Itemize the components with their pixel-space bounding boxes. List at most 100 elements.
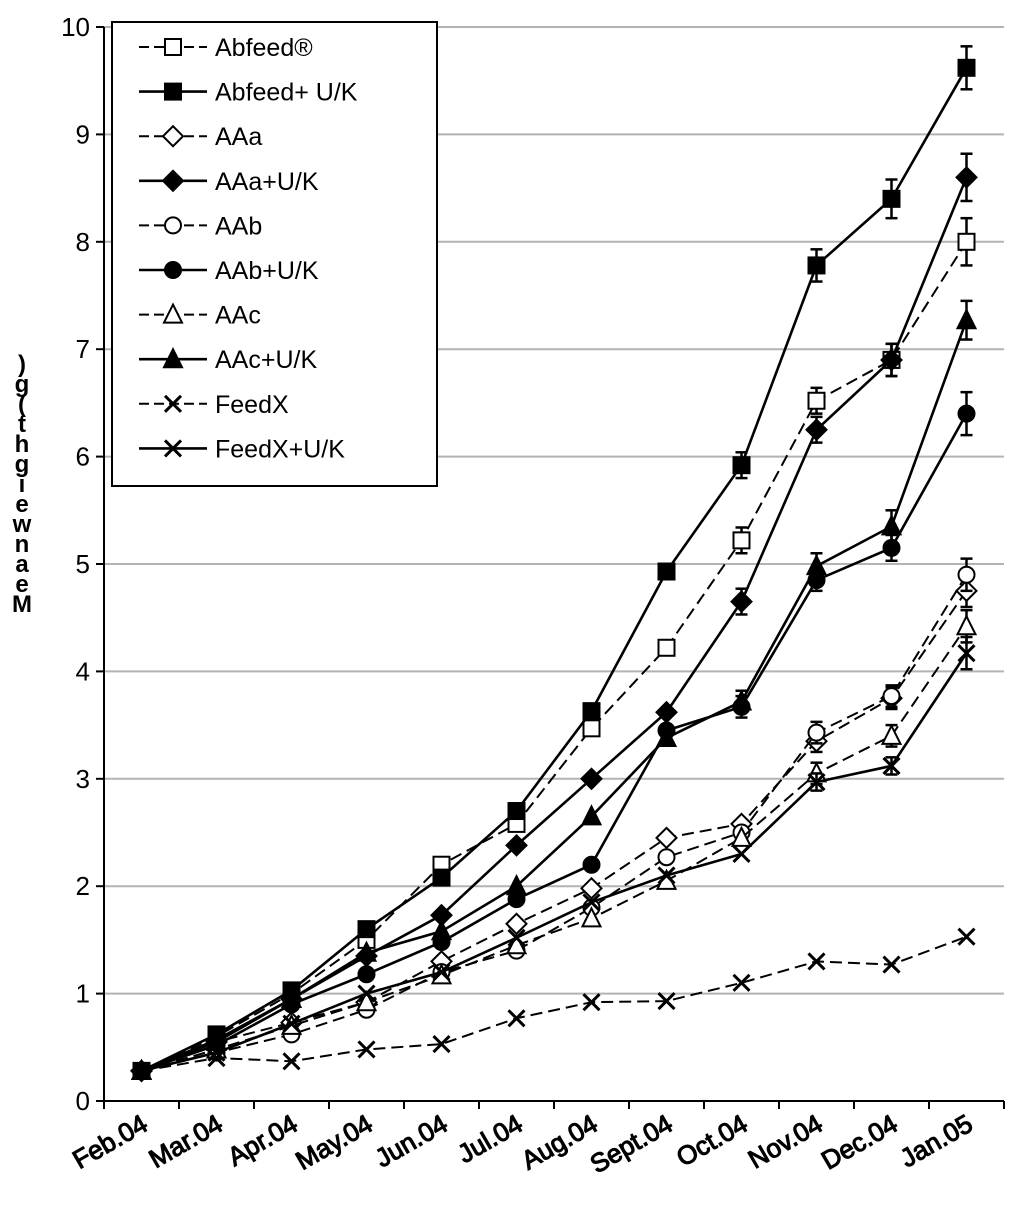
data-point <box>507 928 526 947</box>
series-line <box>141 413 968 1073</box>
data-point <box>355 940 378 962</box>
y-tick-label: 1 <box>76 979 90 1009</box>
data-point <box>807 772 826 792</box>
data-point <box>732 531 751 550</box>
y-tick-label: 6 <box>76 442 90 472</box>
legend-item: Abfeed+ U/K <box>139 79 358 107</box>
y-axis-label-char: g <box>15 451 30 478</box>
data-point <box>732 844 751 864</box>
legend-label: AAb <box>215 212 262 240</box>
legend-marker <box>162 302 184 324</box>
legend-marker <box>161 169 185 193</box>
data-point <box>580 804 603 826</box>
y-axis-label-char: e <box>15 571 28 598</box>
legend-marker <box>161 124 185 148</box>
legend: Abfeed® Abfeed+ U/K AAa AAa+U/K AAb AAb+U/K AA… <box>111 21 438 487</box>
series-4 <box>132 557 976 1080</box>
data-point <box>582 702 601 721</box>
y-tick-label: 3 <box>76 764 90 794</box>
data-point <box>507 1009 526 1028</box>
data-point <box>207 1043 226 1062</box>
data-point <box>730 590 753 614</box>
legend-label: Abfeed® <box>215 34 313 62</box>
x-tick-label: Aug.04 <box>516 1108 602 1175</box>
series-8 <box>132 927 976 1080</box>
y-axis-label-char: h <box>15 431 30 458</box>
data-point <box>132 1061 151 1080</box>
data-point <box>957 404 976 423</box>
series-line <box>141 241 968 1072</box>
data-point <box>657 638 676 657</box>
series-line <box>141 319 968 1073</box>
x-tick-label: Jan.05 <box>895 1108 978 1173</box>
data-point <box>205 1029 228 1051</box>
legend-label: FeedX <box>215 391 289 419</box>
data-point <box>582 855 601 874</box>
legend-label: AAb+U/K <box>215 257 319 285</box>
data-point <box>882 189 901 208</box>
data-point <box>507 802 526 821</box>
y-tick-label: 10 <box>61 12 90 42</box>
data-point <box>580 906 603 928</box>
x-tick-label: Sept.04 <box>585 1108 678 1179</box>
legend-marker <box>163 439 183 458</box>
series-group <box>130 45 978 1083</box>
data-point <box>957 232 976 251</box>
y-axis-label-char: M <box>12 591 32 618</box>
series-9 <box>132 635 976 1080</box>
data-point <box>955 165 978 189</box>
data-point <box>882 687 901 706</box>
data-point <box>730 825 753 847</box>
series-line <box>141 652 968 1073</box>
legend-marker <box>164 38 182 56</box>
x-tick-label: Dec.04 <box>816 1108 902 1175</box>
y-axis-label-char: ( <box>18 391 26 418</box>
data-point <box>280 986 303 1008</box>
y-axis-label-char: g <box>15 371 30 398</box>
x-tick-label: Jun.04 <box>370 1108 453 1173</box>
data-point <box>582 993 601 1012</box>
data-point <box>582 719 601 738</box>
y-tick-label: 8 <box>76 227 90 257</box>
data-point <box>880 348 903 372</box>
y-axis-label-char: e <box>15 491 28 518</box>
data-point <box>657 866 676 885</box>
data-point <box>430 919 453 941</box>
x-tick-label: May.04 <box>290 1108 377 1176</box>
data-point <box>357 920 376 939</box>
data-point <box>505 873 528 896</box>
data-point <box>880 514 903 536</box>
series-5 <box>132 390 976 1080</box>
series-line <box>141 935 967 1072</box>
y-tick-label: 7 <box>76 334 90 364</box>
data-point <box>655 826 678 850</box>
data-point <box>580 876 603 900</box>
data-point <box>282 1052 301 1071</box>
legend-item: FeedX <box>139 391 289 419</box>
data-point <box>732 973 751 992</box>
legend-label: AAc+U/K <box>215 346 317 374</box>
series-7 <box>130 299 978 1080</box>
data-point <box>882 955 901 974</box>
data-point <box>432 868 451 887</box>
data-point <box>807 723 826 742</box>
data-point <box>655 725 678 747</box>
data-point <box>805 553 828 576</box>
y-tick-label: 4 <box>76 656 90 686</box>
series-line <box>141 590 968 1072</box>
data-point <box>357 965 376 984</box>
data-point <box>505 833 528 857</box>
data-point <box>357 984 376 1003</box>
y-tick-label: 2 <box>76 871 90 901</box>
data-point <box>657 562 676 581</box>
data-point <box>957 927 976 946</box>
series-2 <box>130 573 978 1083</box>
series-line <box>141 625 968 1072</box>
data-point <box>657 848 676 867</box>
legend-marker <box>164 216 182 235</box>
series-line <box>140 67 968 1073</box>
data-point <box>432 963 451 982</box>
x-tick-label: Mar.04 <box>144 1108 228 1174</box>
